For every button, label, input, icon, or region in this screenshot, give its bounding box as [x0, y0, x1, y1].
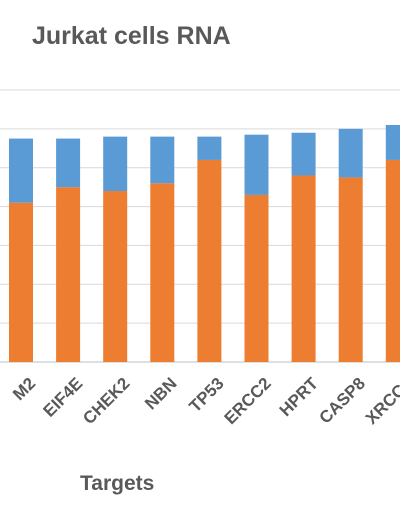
bars — [9, 124, 400, 362]
bar-atm2-series-1 — [9, 202, 33, 362]
bar-nbn-series-2 — [150, 136, 175, 184]
x-tick-labels: M2EIF4ECHEK2NBNTP53ERCC2HPRTCASP8XRCC2PI — [9, 373, 400, 428]
bar-xrcc2-series-1 — [385, 159, 400, 362]
x-axis-title: Targets — [80, 472, 155, 495]
x-tick-label-ercc2: ERCC2 — [221, 374, 275, 428]
x-tick-label-xrcc2: XRCC2 — [362, 374, 400, 428]
bar-ercc2-series-2 — [244, 134, 269, 195]
bar-ercc2-series-1 — [244, 194, 269, 362]
bar-casp8-series-1 — [338, 177, 363, 362]
bar-chek2-series-2 — [103, 136, 128, 192]
x-tick-label-nbn: NBN — [141, 374, 180, 413]
bar-tp53-series-1 — [197, 159, 222, 362]
bar-chek2-series-1 — [103, 191, 128, 362]
chart-title: Jurkat cells RNA — [32, 22, 231, 50]
x-tick-label-chek2: CHEK2 — [79, 374, 133, 428]
bar-hprt-series-1 — [291, 175, 316, 362]
bar-hprt-series-2 — [291, 132, 316, 176]
x-tick-label-tp53: TP53 — [186, 374, 228, 416]
x-tick-label-casp8: CASP8 — [315, 374, 369, 428]
bar-eif4e-series-2 — [56, 138, 81, 188]
bar-xrcc2-series-2 — [385, 124, 400, 160]
bar-eif4e-series-1 — [56, 187, 81, 362]
bar-casp8-series-2 — [338, 128, 363, 178]
bar-nbn-series-1 — [150, 183, 175, 362]
bar-atm2-series-2 — [9, 138, 33, 203]
bar-tp53-series-2 — [197, 136, 222, 160]
x-tick-label-atm2: M2 — [9, 374, 39, 404]
